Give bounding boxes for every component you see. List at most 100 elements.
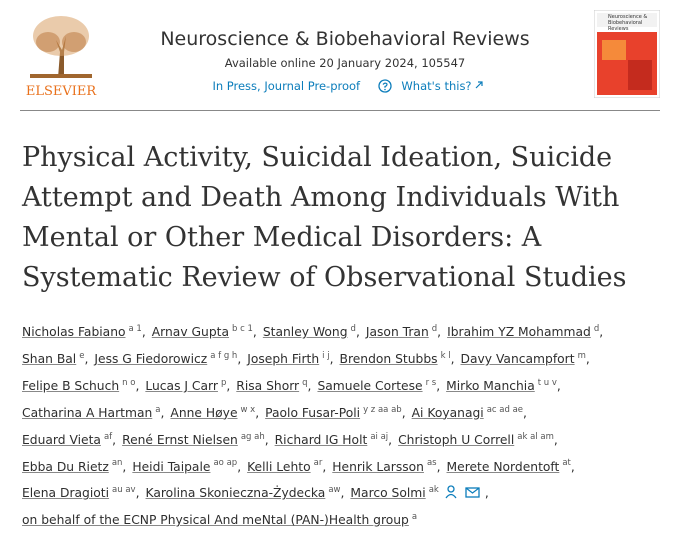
author: Felipe B Schuch n o,	[22, 378, 140, 393]
author-name[interactable]: Paolo Fusar-Poli	[265, 405, 361, 420]
author-name[interactable]: Felipe B Schuch	[22, 378, 120, 393]
author-name[interactable]: Ebba Du Rietz	[22, 459, 109, 474]
author-name[interactable]: Risa Shorr	[236, 378, 300, 393]
separator: ,	[329, 351, 334, 366]
author-name[interactable]: Joseph Firth	[247, 351, 320, 366]
author: Joseph Firth i j,	[247, 350, 334, 366]
author-list: Nicholas Fabiano a 1, Arnav Gupta b c 1, Sta…	[22, 318, 672, 533]
author-name[interactable]: Merete Nordentoft	[446, 459, 560, 474]
availability: Available online 20 January 2024, 105547	[224, 56, 466, 70]
author-name[interactable]: Christoph U Correll	[398, 432, 515, 447]
author: Jason Tran d,	[365, 324, 442, 340]
separator: ,	[436, 378, 441, 393]
author-name[interactable]: Anne Høye	[170, 405, 238, 420]
help-icon[interactable]	[378, 79, 392, 93]
affiliation-sup: ai aj	[370, 431, 389, 442]
author-name[interactable]: Elena Dragioti	[22, 486, 110, 501]
separator: ,	[437, 325, 442, 340]
separator: ,	[112, 432, 117, 447]
separator: ,	[355, 325, 360, 340]
affiliation-sup: an	[111, 458, 123, 469]
author: Catharina A Hartman a,	[22, 404, 165, 420]
separator: ,	[388, 432, 393, 447]
cover-title: Neuroscience & Biobehavioral Reviews	[608, 14, 648, 32]
affiliation-sup: ak al am	[517, 431, 554, 442]
author-name[interactable]: Ibrahim YZ Mohammad	[447, 325, 591, 340]
author-name[interactable]: Jess G Fiedorowicz	[94, 351, 208, 366]
author-name[interactable]: Jason Tran	[365, 325, 429, 340]
separator: ,	[401, 405, 406, 420]
author-name[interactable]: on behalf of the ECNP Physical And meNta…	[22, 513, 409, 528]
affiliation-sup: d	[431, 324, 438, 334]
separator: ,	[237, 351, 242, 366]
separator: ,	[122, 459, 127, 474]
page: ELSEVIER Neuroscience & Biobehavioral Re…	[20, 10, 660, 528]
affiliation-sup: a	[155, 404, 161, 415]
author-name[interactable]: Shan Bal	[22, 351, 77, 366]
affiliation-sup: a 1	[128, 324, 142, 334]
author: Elena Dragioti au av,	[22, 485, 140, 501]
separator: ,	[237, 459, 242, 474]
affiliation-sup: q	[302, 377, 308, 388]
affiliation-sup: i j	[322, 350, 330, 361]
affiliation-sup: d	[350, 324, 356, 334]
logo-ground	[30, 74, 92, 78]
logo-canopy	[36, 32, 60, 52]
whats-this-link[interactable]: What's this?	[401, 79, 472, 93]
affiliation-sup: au av	[112, 485, 136, 496]
separator: ,	[255, 405, 260, 420]
author-name[interactable]: Kelli Lehto	[247, 459, 311, 474]
author-name[interactable]: Arnav Gupta	[151, 325, 230, 340]
author-name[interactable]: Stanley Wong	[262, 325, 348, 340]
author-name[interactable]: Marco Solmi	[350, 486, 426, 501]
author-name[interactable]: Samuele Cortese	[317, 378, 423, 393]
separator: ,	[141, 325, 146, 340]
author-name[interactable]: Eduard Vieta	[22, 432, 101, 447]
separator: ,	[252, 325, 257, 340]
separator: ,	[264, 432, 269, 447]
author-line: Elena Dragioti au av, Karolina Skonieczna-…	[22, 479, 672, 506]
cover-header	[597, 13, 657, 27]
cover-art	[628, 60, 652, 90]
author: Arnav Gupta b c 1,	[151, 324, 257, 340]
journal-name[interactable]: Neuroscience & Biobehavioral Reviews	[160, 28, 530, 50]
affiliation-sup: b c 1	[232, 324, 253, 334]
author-line: Nicholas Fabiano a 1, Arnav Gupta b c 1, Sta…	[22, 318, 672, 345]
affiliation-sup: a	[411, 512, 418, 523]
separator: ,	[450, 351, 455, 366]
affiliation-sup: ak	[428, 485, 439, 496]
author: Stanley Wong d,	[262, 324, 360, 340]
author-name[interactable]: Ai Koyanagi	[411, 405, 484, 420]
author-name[interactable]: Karolina Skonieczna-Żydecka	[145, 486, 326, 501]
separator: ,	[556, 378, 561, 393]
author-name[interactable]: Catharina A Hartman	[22, 405, 153, 420]
journal-cover[interactable]: Neuroscience & Biobehavioral Reviews	[594, 10, 660, 98]
author-line: Felipe B Schuch n o, Lucas J Carr p, Risa Sh…	[22, 372, 672, 399]
separator: ,	[484, 486, 489, 501]
author-name[interactable]: Henrik Larsson	[332, 459, 424, 474]
author: Samuele Cortese r s,	[317, 378, 441, 393]
author: Ebba Du Rietz an,	[22, 458, 127, 474]
author: Risa Shorr q,	[236, 377, 311, 393]
author-name[interactable]: Nicholas Fabiano	[22, 325, 126, 340]
separator: ,	[226, 378, 231, 393]
author-name[interactable]: Brendon Stubbs	[339, 351, 438, 366]
separator: ,	[160, 405, 165, 420]
author-name[interactable]: Lucas J Carr	[145, 378, 218, 393]
status: In Press, Journal Pre-proof	[212, 79, 361, 93]
separator: ,	[135, 378, 140, 393]
article-title: Physical Activity, Suicidal Ideation, Su…	[22, 142, 627, 293]
author: Merete Nordentoft at,	[446, 458, 575, 474]
author-line: Catharina A Hartman a, Anne Høye w x, Paolo …	[22, 399, 672, 426]
author: Jess G Fiedorowicz a f g h,	[94, 351, 242, 366]
separator: ,	[599, 325, 604, 340]
author-name[interactable]: Richard IG Holt	[274, 432, 368, 447]
author-line: on behalf of the ECNP Physical And meNta…	[22, 506, 672, 533]
author-icons[interactable]	[445, 485, 485, 499]
affiliation-sup: w x	[240, 404, 256, 415]
author-name[interactable]: Davy Vancampfort	[460, 351, 575, 366]
author-name[interactable]: Heidi Taipale	[132, 459, 211, 474]
author-name[interactable]: Mirko Manchia	[446, 378, 535, 393]
author: Henrik Larsson as,	[332, 458, 440, 474]
author-name[interactable]: René Ernst Nielsen	[122, 432, 238, 447]
